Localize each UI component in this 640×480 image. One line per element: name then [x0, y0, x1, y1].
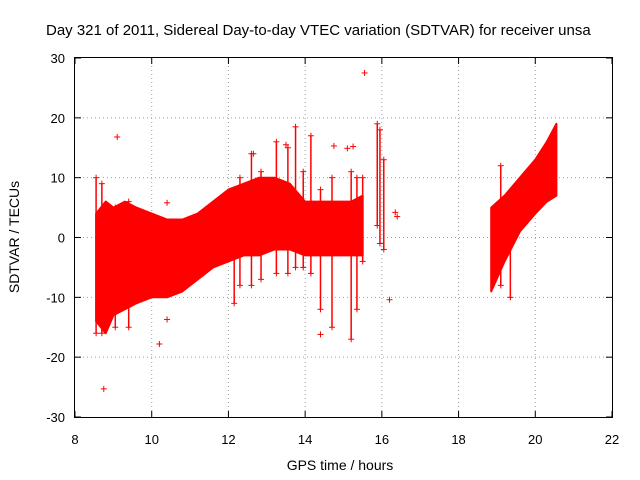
dense-band-main [95, 176, 364, 335]
scatter-point [361, 69, 368, 76]
spike-bottom-point [507, 294, 514, 301]
y-tick-labels: -30 -20 -10 0 10 20 30 [46, 51, 65, 425]
spike-top-point [328, 174, 335, 181]
x-axis-label: GPS time / hours [287, 457, 394, 473]
spike-bottom-point [376, 240, 383, 247]
x-tick-label: 14 [298, 432, 312, 447]
spike-bottom-point [292, 264, 299, 271]
dense-band-late [490, 122, 558, 293]
x-tick-label: 8 [71, 432, 78, 447]
spike-bottom-point [98, 330, 105, 337]
spike-top-point [258, 168, 265, 175]
scatter-point [317, 331, 324, 338]
x-tick-label: 12 [221, 432, 235, 447]
scatter-point [344, 145, 351, 152]
x-tick-label: 20 [528, 432, 542, 447]
spike-top-point [317, 186, 324, 193]
spike-bottom-point [231, 300, 238, 307]
plot-frame [74, 57, 613, 418]
chart-title: Day 321 of 2011, Sidereal Day-to-day VTE… [46, 22, 591, 39]
spike-top-point [497, 162, 504, 169]
spike-top-point [376, 126, 383, 133]
spike-top-point [307, 132, 314, 139]
scatter-point [100, 385, 107, 392]
spike-bottom-point [380, 246, 387, 253]
spike-bottom-point [307, 270, 314, 277]
spike-top-point [231, 186, 238, 193]
x-tick-label: 16 [375, 432, 389, 447]
scatter-point [164, 199, 171, 206]
scatter-point [350, 143, 357, 150]
scatter-point [392, 209, 399, 216]
y-tick-label: 30 [51, 51, 65, 66]
spike-bottom-point [328, 324, 335, 331]
spike-bottom-point [348, 336, 355, 343]
spike-bottom-point [236, 282, 243, 289]
y-tick-label: 20 [51, 111, 65, 126]
spike-top-point [125, 198, 132, 205]
scatter-point [282, 141, 289, 148]
spike-bottom-point [300, 264, 307, 271]
scatter-point [330, 142, 337, 149]
y-axis-label: SDTVAR / TECUs [6, 181, 22, 293]
spike-top-point [273, 138, 280, 145]
spike-top-point [300, 168, 307, 175]
spike-top-point [353, 174, 360, 181]
y-tick-label: 10 [51, 171, 65, 186]
spike-bottom-point [93, 330, 100, 337]
axis-ticks [74, 57, 613, 418]
scatter-point [394, 213, 401, 220]
y-tick-label: 0 [58, 231, 65, 246]
spike-bottom-point [497, 282, 504, 289]
x-tick-label: 22 [605, 432, 619, 447]
spike-bottom-point [258, 276, 265, 283]
spike-top-point [236, 174, 243, 181]
spike-bottom-point [284, 270, 291, 277]
spike-bottom-point [359, 258, 366, 265]
spike-top-point [93, 174, 100, 181]
y-tick-label: -30 [46, 410, 65, 425]
spike-bottom-point [112, 324, 119, 331]
x-tick-label: 18 [451, 432, 465, 447]
spike-top-point [348, 168, 355, 175]
spike-bottom-point [125, 324, 132, 331]
spike-top-point [112, 204, 119, 211]
spike-top-point [359, 174, 366, 181]
spike-bottom-point [317, 306, 324, 313]
scatter-point [164, 316, 171, 323]
scatter-point [114, 133, 121, 140]
spike-top-point [507, 192, 514, 199]
spike-top-point [292, 123, 299, 130]
data-layer [93, 69, 558, 392]
spike-top-point [380, 156, 387, 163]
spike-top-point [98, 180, 105, 187]
y-tick-label: -10 [46, 290, 65, 305]
scatter-point [250, 150, 257, 157]
scatter-point [386, 296, 393, 303]
x-tick-labels: 8 10 12 14 16 18 20 22 [71, 432, 619, 447]
x-tick-label: 10 [144, 432, 158, 447]
spike-bottom-point [273, 270, 280, 277]
spike-top-point [374, 120, 381, 127]
spike-bottom-point [248, 282, 255, 289]
y-tick-label: -20 [46, 350, 65, 365]
scatter-point [156, 341, 163, 348]
spike-bottom-point [353, 306, 360, 313]
